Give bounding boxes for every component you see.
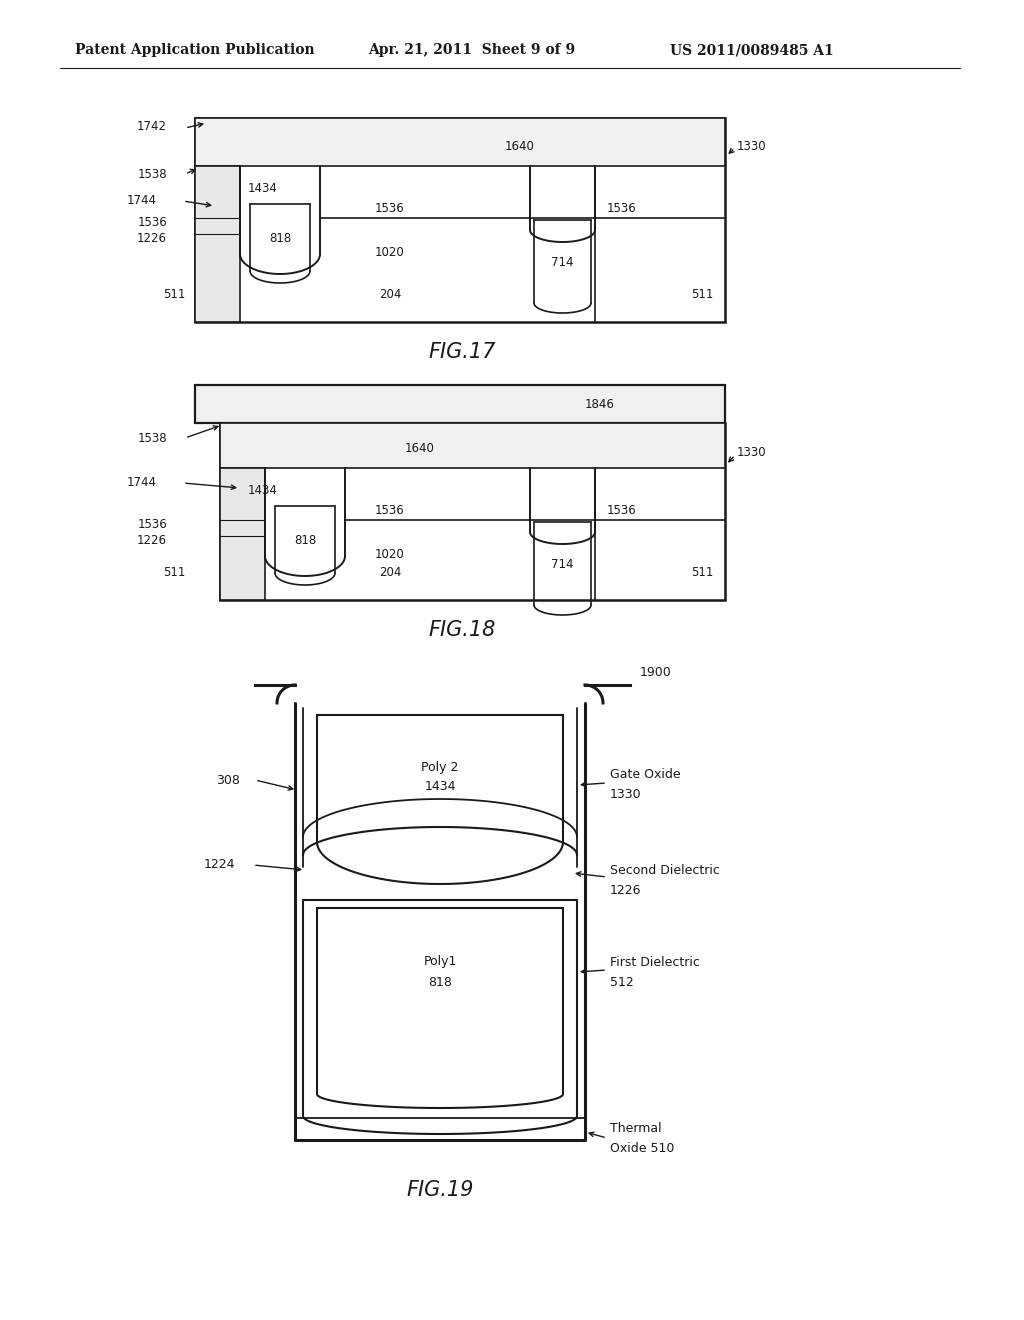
Text: 511: 511 xyxy=(690,565,713,578)
Text: 511: 511 xyxy=(163,288,185,301)
Text: 1226: 1226 xyxy=(610,883,641,896)
Bar xyxy=(195,117,725,322)
Text: Poly 2: Poly 2 xyxy=(421,760,459,774)
Text: 511: 511 xyxy=(690,288,713,301)
Text: 1640: 1640 xyxy=(406,441,435,454)
Bar xyxy=(195,166,240,322)
Text: 1330: 1330 xyxy=(737,140,767,153)
Text: 1742: 1742 xyxy=(137,120,167,132)
Text: 1538: 1538 xyxy=(137,432,167,445)
Text: 512: 512 xyxy=(610,975,634,989)
Text: 1020: 1020 xyxy=(375,549,404,561)
Text: 1846: 1846 xyxy=(585,399,615,412)
Text: 204: 204 xyxy=(379,288,401,301)
Text: 714: 714 xyxy=(551,256,573,269)
Text: 1538: 1538 xyxy=(137,168,167,181)
Text: Thermal: Thermal xyxy=(610,1122,662,1134)
Text: 1640: 1640 xyxy=(505,140,535,153)
Text: FIG.18: FIG.18 xyxy=(428,620,496,640)
Text: 1536: 1536 xyxy=(137,517,167,531)
Bar xyxy=(220,469,265,601)
Bar xyxy=(195,385,725,422)
Text: 204: 204 xyxy=(379,565,401,578)
Text: 1330: 1330 xyxy=(610,788,642,801)
Text: FIG.19: FIG.19 xyxy=(407,1180,474,1200)
Text: 818: 818 xyxy=(428,975,452,989)
Text: 1536: 1536 xyxy=(607,503,637,516)
Text: 1330: 1330 xyxy=(737,446,767,459)
Text: 1226: 1226 xyxy=(137,533,167,546)
Bar xyxy=(295,1118,585,1140)
Text: 1020: 1020 xyxy=(375,247,404,260)
Text: Second Dielectric: Second Dielectric xyxy=(610,863,720,876)
Text: 818: 818 xyxy=(269,231,291,244)
Text: 1434: 1434 xyxy=(248,483,278,496)
Text: Poly1: Poly1 xyxy=(423,956,457,969)
Text: 1224: 1224 xyxy=(204,858,234,871)
Text: 1536: 1536 xyxy=(375,503,404,516)
Text: 1536: 1536 xyxy=(137,215,167,228)
Text: Oxide 510: Oxide 510 xyxy=(610,1142,675,1155)
Bar xyxy=(220,422,725,601)
Text: 1536: 1536 xyxy=(607,202,637,214)
Text: 1434: 1434 xyxy=(248,181,278,194)
Bar xyxy=(220,422,725,469)
Text: 818: 818 xyxy=(294,533,316,546)
Text: 1536: 1536 xyxy=(375,202,404,214)
Text: Apr. 21, 2011  Sheet 9 of 9: Apr. 21, 2011 Sheet 9 of 9 xyxy=(368,44,575,57)
Text: 1900: 1900 xyxy=(640,667,672,680)
Text: 511: 511 xyxy=(163,565,185,578)
Text: 1434: 1434 xyxy=(424,780,456,793)
Text: Patent Application Publication: Patent Application Publication xyxy=(75,44,314,57)
Text: 308: 308 xyxy=(216,774,240,787)
Text: 1744: 1744 xyxy=(127,477,157,490)
Bar xyxy=(195,117,725,166)
Text: FIG.17: FIG.17 xyxy=(428,342,496,362)
Text: 714: 714 xyxy=(551,558,573,572)
Text: 1744: 1744 xyxy=(127,194,157,207)
Text: First Dielectric: First Dielectric xyxy=(610,956,699,969)
Text: US 2011/0089485 A1: US 2011/0089485 A1 xyxy=(670,44,834,57)
Text: Gate Oxide: Gate Oxide xyxy=(610,768,681,781)
Text: 1226: 1226 xyxy=(137,231,167,244)
